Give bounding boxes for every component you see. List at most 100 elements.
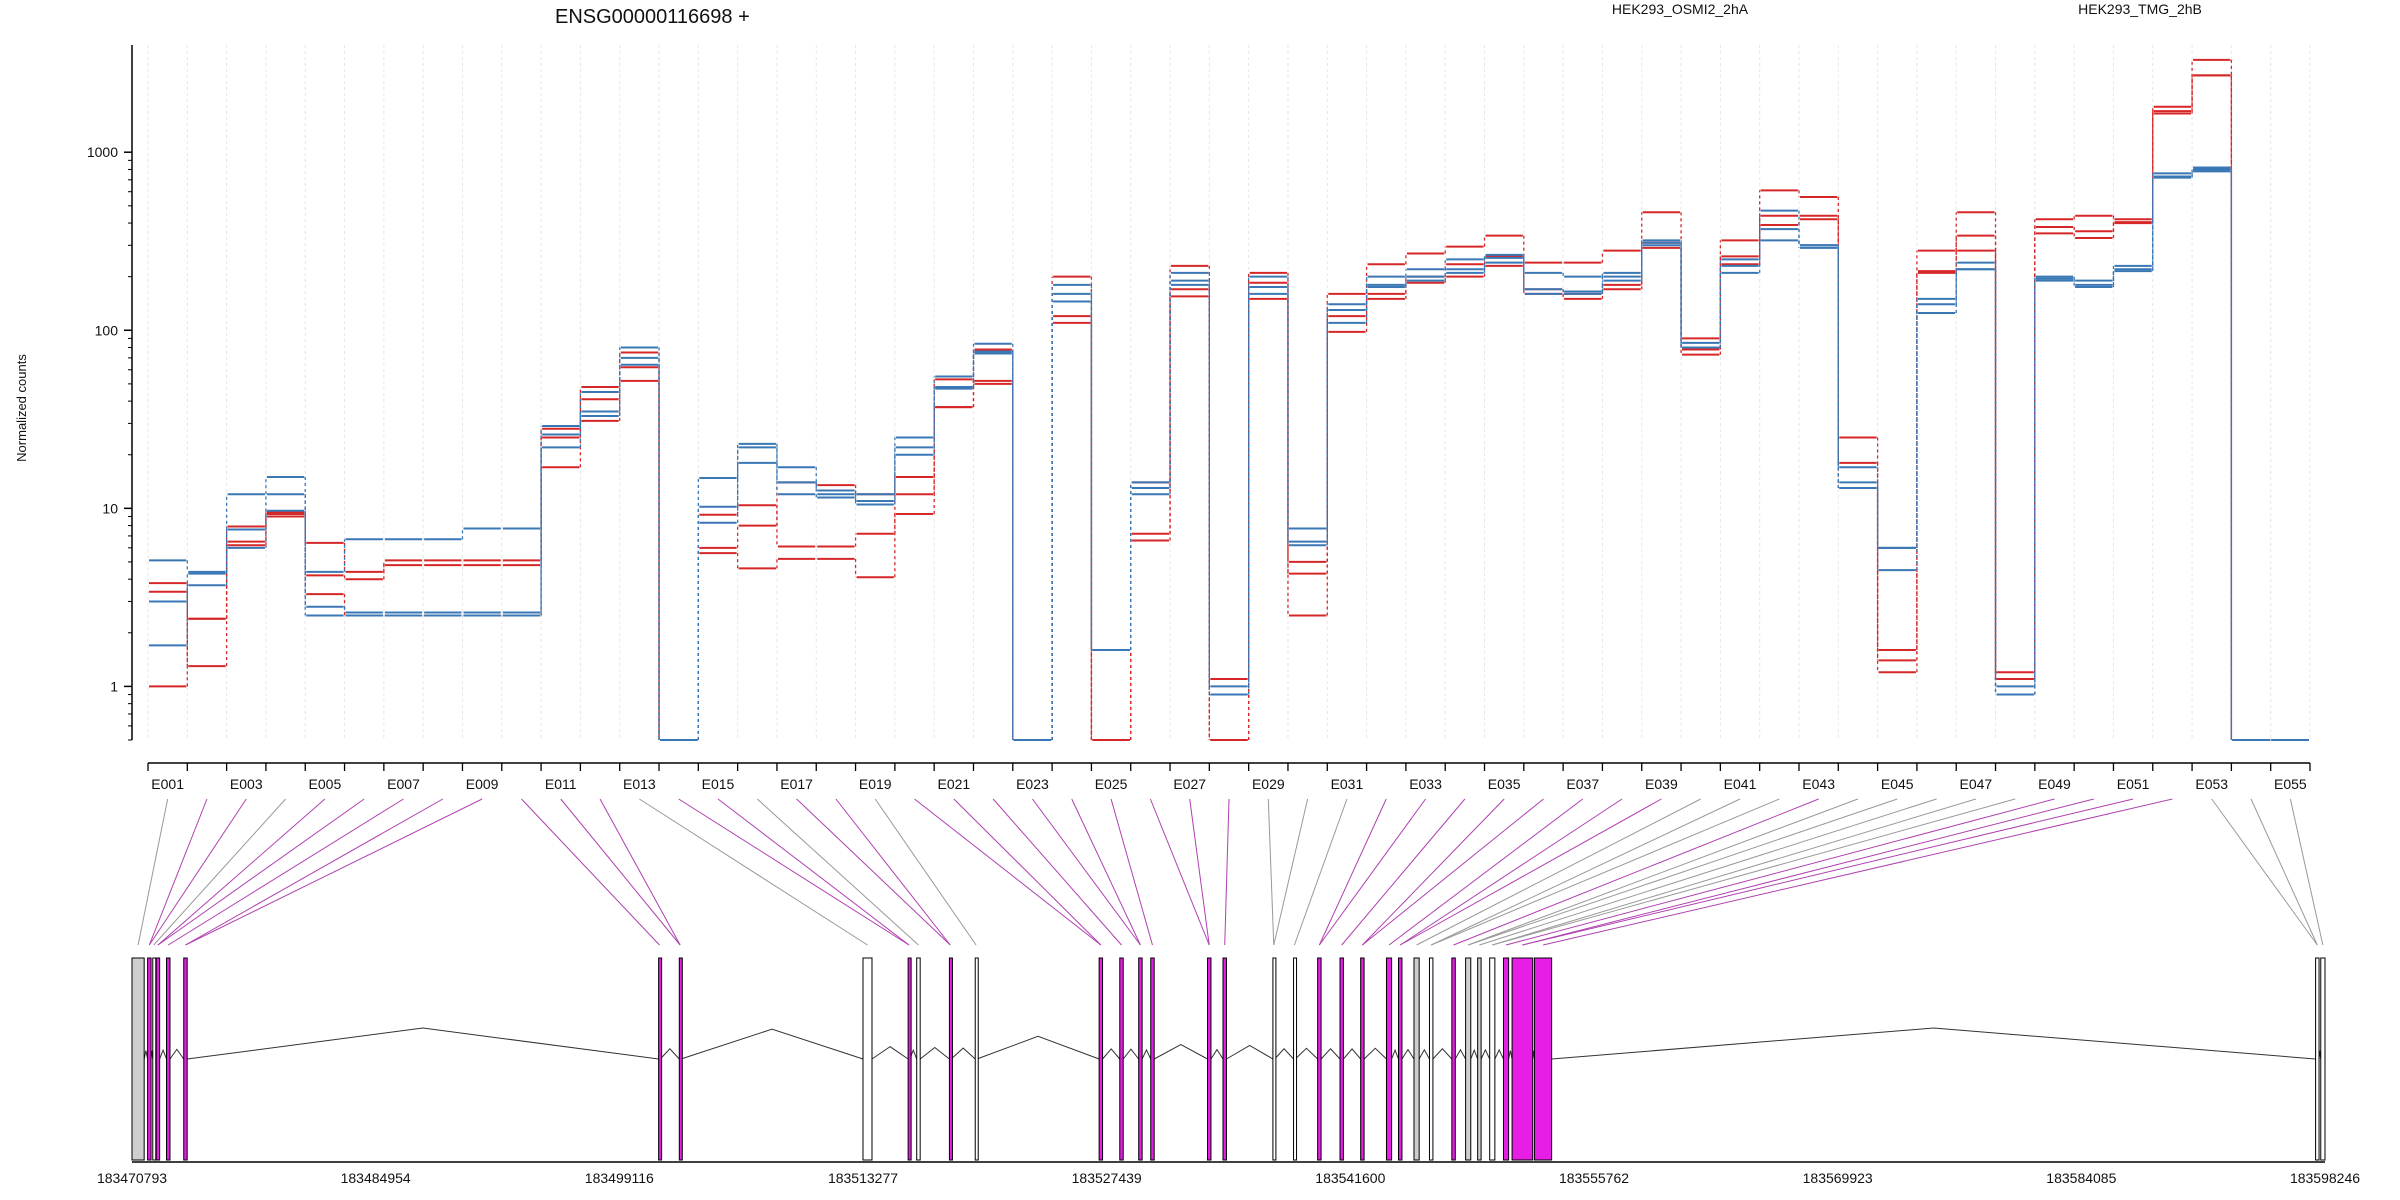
exon-block [1207,957,1212,1161]
exon-connector [1479,798,1937,946]
series-1 [149,74,2309,741]
exon-block [916,957,921,1161]
exon-block [1502,957,1510,1161]
x-tick-label: E015 [702,776,735,792]
exon-connector [1505,798,2055,946]
intron-line [159,1048,167,1060]
intron-line [659,1047,680,1060]
exon-connector [1430,798,1741,946]
series-4 [149,166,2309,741]
exon-connector [1341,798,1466,946]
exon-connector [167,798,404,946]
intron-line [1470,1048,1479,1060]
exon-connector [1293,798,1348,946]
exon-connector [1492,798,2016,946]
exon-connector [157,798,326,946]
exon-connector [1399,798,1662,946]
x-tick-label: E029 [1252,776,1285,792]
y-tick-label: 1 [110,678,118,694]
x-tick-label: E053 [2195,776,2228,792]
exon-block [1477,957,1482,1161]
intron-line [919,1046,950,1060]
exon-connector [1224,798,1230,946]
exon-connector [1362,798,1544,946]
genomic-tick-label: 183541600 [1315,1170,1385,1186]
exon-connector [1399,798,1623,946]
x-tick-label: E001 [151,776,184,792]
exon-connector [2289,798,2324,946]
exon-connector [717,798,910,946]
exon-block [1138,957,1143,1161]
intron-line [1294,1047,1318,1060]
intron-line [950,1047,976,1060]
x-tick-label: E011 [545,776,577,792]
series-3 [149,74,2309,741]
genomic-tick-label: 183555762 [1559,1170,1629,1186]
series-lines [149,58,2309,741]
intron-line [1274,1047,1294,1060]
y-axis: 1 10 100 1000 [87,45,133,741]
exon-connector [1273,798,1309,946]
genomic-tick-label: 183598246 [2290,1170,2360,1186]
exon-block [1385,957,1393,1161]
exon-block [1119,957,1124,1161]
exon-connector [1416,798,1701,946]
x-tick-label: E019 [859,776,892,792]
exon-block [1428,957,1434,1161]
exon-connector [1522,798,2134,946]
intron-line [680,1028,864,1060]
exon-block [1360,957,1365,1161]
exon-connector [148,798,247,946]
exon-block [1098,957,1104,1161]
exon-connector [1318,798,1426,946]
exon-block [131,957,145,1161]
exon-connector [521,798,660,946]
exon-connector [874,798,977,946]
exon-block [1222,957,1227,1161]
grid-lines [147,45,2311,740]
exon-connector [157,798,365,946]
series-5 [149,170,2309,741]
exon-connector [153,798,286,946]
exon-block [1339,957,1344,1161]
intron-line [871,1046,909,1060]
exon-connector [914,798,1102,946]
intron-line [1432,1047,1453,1060]
genomic-axis: 183470793 183484954 183499116 183513277 1835… [97,1161,2360,1186]
y-tick-label: 10 [102,500,118,516]
intron-line [1102,1048,1121,1060]
genomic-tick-label: 183499116 [585,1170,654,1186]
x-tick-label: E017 [780,776,813,792]
genomic-tick-label: 183527439 [1072,1170,1142,1186]
exon-connector [1071,798,1141,946]
intron-line [1480,1048,1491,1060]
gene-model [131,957,2326,1161]
x-tick-label: E047 [1960,776,1993,792]
x-axis: E001 E003 E005 E007 E009 E011 E013 E015 E017 E019… [147,762,2311,792]
exon-block [183,957,188,1161]
exon-connectors [137,798,2324,946]
intron-line [1401,1048,1415,1060]
exon-block [1293,957,1298,1161]
x-tick-label: E041 [1724,776,1757,792]
genomic-tick-label: 183569923 [1803,1170,1873,1186]
series-6 [149,168,2309,741]
x-tick-label: E025 [1095,776,1128,792]
exon-connector [1388,798,1584,946]
exon-connector [1468,798,1859,946]
intron-line [1363,1047,1387,1060]
exon-block [974,957,979,1161]
exon-block [1533,957,1553,1161]
exon-block [678,957,683,1161]
exon-block [166,957,171,1161]
exon-connector [796,798,951,946]
genomic-tick-label: 183584085 [2046,1170,2116,1186]
exon-connector [1468,798,1898,946]
exon-block [152,957,157,1161]
exon-connector [1110,798,1153,946]
exon-connector [756,798,919,946]
genomic-tick-label: 183470793 [97,1170,167,1186]
exon-connector [1453,798,1819,946]
x-tick-label: E051 [2117,776,2150,792]
